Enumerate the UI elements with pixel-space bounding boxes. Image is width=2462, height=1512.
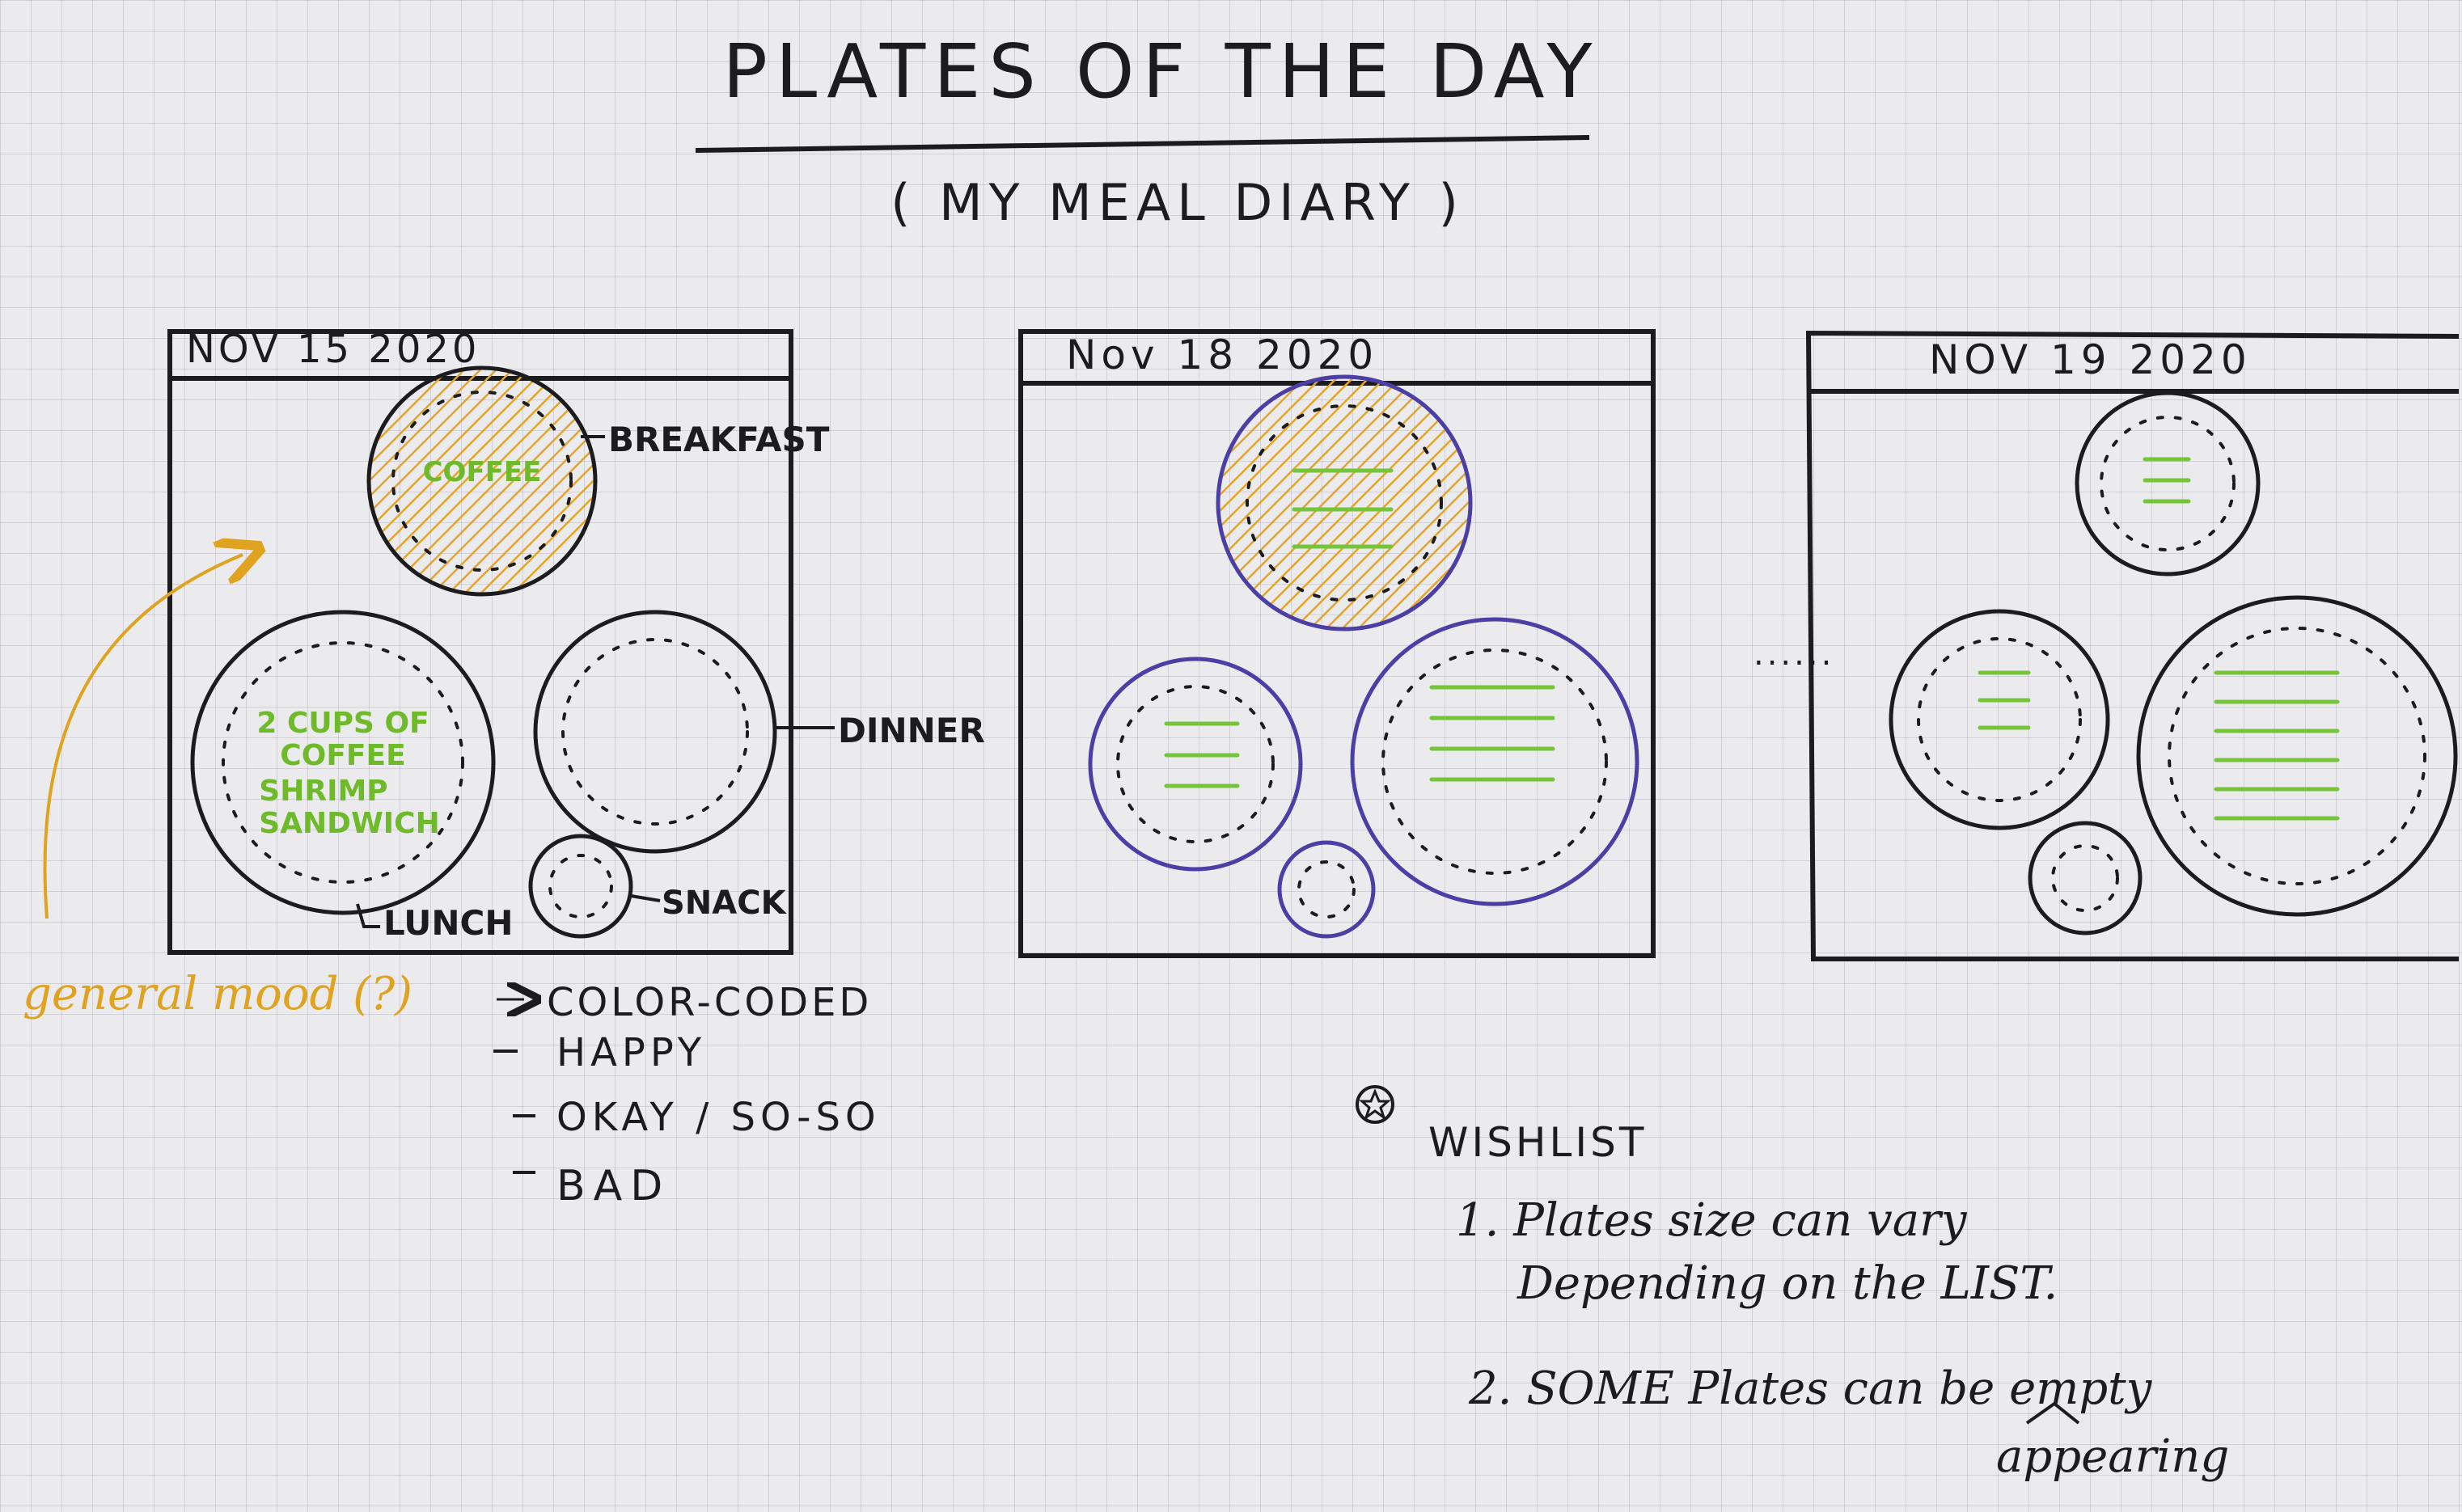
- day-card-date: NOV 15 2020: [186, 327, 480, 372]
- page-title: PLATES OF THE DAY: [722, 28, 1600, 115]
- lunch-food-line-4: SANDWICH: [259, 807, 439, 840]
- breakfast-plate: COFFEE: [366, 365, 598, 597]
- breakfast-plate: [1216, 374, 1473, 631]
- lunch-plate: [1088, 657, 1303, 872]
- lunch-label: LUNCH: [383, 903, 514, 943]
- mood-item-okay: OKAY / SO-SO: [556, 1095, 881, 1140]
- mood-item-bad: BAD: [556, 1162, 670, 1210]
- day-card-date: Nov 18 2020: [1066, 332, 1378, 378]
- mood-item-happy: HAPPY: [556, 1030, 706, 1075]
- wishlist-item-1-line-1: 1. Plates size can vary: [1456, 1194, 1968, 1247]
- wishlist-insert-text: appearing: [1996, 1430, 2229, 1483]
- wishlist-item-1-line-2: Depending on the LIST.: [1517, 1257, 2058, 1310]
- more-days-ellipsis: ......: [1753, 636, 1834, 673]
- page-subtitle: ( MY MEAL DIARY ): [890, 173, 1465, 232]
- day-card-frame: [167, 329, 793, 955]
- day-card-nov-15: NOV 15 2020 COFFEE BREAKFAST 2 CUPS OF C…: [167, 327, 985, 955]
- dinner-label: DINNER: [838, 711, 985, 750]
- dinner-plate: [533, 610, 777, 854]
- snack-label: SNACK: [662, 885, 788, 922]
- breakfast-plate: [2075, 391, 2261, 577]
- snack-plate: [1277, 840, 1376, 939]
- snack-plate: [2028, 821, 2143, 935]
- lunch-food-line-3: SHRIMP: [259, 775, 387, 808]
- dinner-plate: [1350, 617, 1639, 906]
- dinner-plate: [2136, 595, 2458, 917]
- wishlist-insert-caret: [2025, 1401, 2080, 1425]
- lunch-plate: [1889, 609, 2110, 830]
- wishlist-item-2: 2. SOME Plates can be empty: [1468, 1362, 2153, 1415]
- day-card-nov-19: NOV 19 2020: [1805, 330, 2460, 961]
- breakfast-label: BREAKFAST: [608, 420, 830, 459]
- mood-color-coded: COLOR-CODED: [547, 980, 872, 1025]
- lunch-plate: 2 CUPS OF COFFEE SHRIMP SANDWICH: [190, 610, 496, 915]
- lunch-food-line-2: COFFEE: [280, 739, 405, 772]
- snack-leader-line: [630, 894, 661, 902]
- wishlist-star-icon: [1356, 1085, 1394, 1124]
- title-underline: [695, 135, 1590, 153]
- breakfast-food-text: COFFEE: [423, 456, 542, 488]
- lunch-leader-line: [356, 903, 380, 928]
- day-card-frame: [1018, 329, 1656, 958]
- day-card-nov-18: Nov 18 2020: [1018, 329, 1656, 958]
- day-card-date: NOV 19 2020: [1929, 336, 2252, 383]
- mood-arrow: [43, 555, 243, 919]
- wishlist-title: WISHLIST: [1428, 1119, 1647, 1166]
- mood-label: general mood (?): [23, 968, 412, 1020]
- day-card-frame: [1805, 330, 2460, 961]
- lunch-food-line-1: 2 CUPS OF: [256, 707, 429, 740]
- snack-plate: [528, 834, 633, 939]
